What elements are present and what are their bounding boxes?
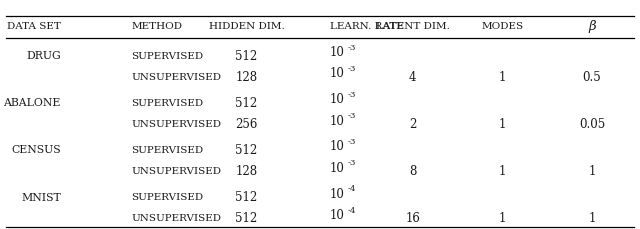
Text: 1: 1 bbox=[499, 213, 506, 225]
Text: 10: 10 bbox=[330, 188, 344, 201]
Text: 10: 10 bbox=[330, 93, 344, 106]
Text: MNIST: MNIST bbox=[21, 193, 61, 203]
Text: 512: 512 bbox=[236, 144, 257, 157]
Text: LEARN. RATE: LEARN. RATE bbox=[330, 22, 403, 31]
Text: HIDDEN DIM.: HIDDEN DIM. bbox=[209, 22, 284, 31]
Text: UNSUPERVISED: UNSUPERVISED bbox=[131, 73, 221, 82]
Text: 0.5: 0.5 bbox=[582, 71, 602, 84]
Text: 128: 128 bbox=[236, 165, 257, 178]
Text: 10: 10 bbox=[330, 209, 344, 222]
Text: SUPERVISED: SUPERVISED bbox=[131, 52, 204, 61]
Text: 1: 1 bbox=[588, 213, 596, 225]
Text: 1: 1 bbox=[588, 165, 596, 178]
Text: 512: 512 bbox=[236, 191, 257, 204]
Text: β: β bbox=[588, 20, 596, 33]
Text: 10: 10 bbox=[330, 140, 344, 153]
Text: 4: 4 bbox=[409, 71, 417, 84]
Text: 512: 512 bbox=[236, 213, 257, 225]
Text: 2: 2 bbox=[409, 118, 417, 131]
Text: SUPERVISED: SUPERVISED bbox=[131, 99, 204, 108]
Text: 256: 256 bbox=[236, 118, 257, 131]
Text: 10: 10 bbox=[330, 162, 344, 175]
Text: -3: -3 bbox=[348, 65, 356, 73]
Text: 128: 128 bbox=[236, 71, 257, 84]
Text: -3: -3 bbox=[348, 112, 356, 120]
Text: 10: 10 bbox=[330, 67, 344, 80]
Text: 1: 1 bbox=[499, 118, 506, 131]
Text: 10: 10 bbox=[330, 114, 344, 128]
Text: UNSUPERVISED: UNSUPERVISED bbox=[131, 167, 221, 176]
Text: UNSUPERVISED: UNSUPERVISED bbox=[131, 120, 221, 129]
Text: -4: -4 bbox=[348, 185, 356, 193]
Text: SUPERVISED: SUPERVISED bbox=[131, 146, 204, 155]
Text: SUPERVISED: SUPERVISED bbox=[131, 193, 204, 202]
Text: ABALONE: ABALONE bbox=[3, 98, 61, 108]
Text: -3: -3 bbox=[348, 91, 356, 99]
Text: UNSUPERVISED: UNSUPERVISED bbox=[131, 214, 221, 224]
Text: DRUG: DRUG bbox=[26, 51, 61, 61]
Text: -3: -3 bbox=[348, 159, 356, 167]
Text: 512: 512 bbox=[236, 50, 257, 63]
Text: 1: 1 bbox=[499, 71, 506, 84]
Text: 512: 512 bbox=[236, 97, 257, 110]
Text: LATENT DIM.: LATENT DIM. bbox=[376, 22, 450, 31]
Text: 10: 10 bbox=[330, 46, 344, 59]
Text: -3: -3 bbox=[348, 138, 356, 146]
Text: DATA SET: DATA SET bbox=[7, 22, 61, 31]
Text: METHOD: METHOD bbox=[131, 22, 182, 31]
Text: CENSUS: CENSUS bbox=[11, 145, 61, 155]
Text: -3: -3 bbox=[348, 44, 356, 52]
Text: 0.05: 0.05 bbox=[579, 118, 605, 131]
Text: 1: 1 bbox=[499, 165, 506, 178]
Text: 8: 8 bbox=[409, 165, 417, 178]
Text: -4: -4 bbox=[348, 207, 356, 215]
Text: 16: 16 bbox=[405, 213, 420, 225]
Text: MODES: MODES bbox=[481, 22, 524, 31]
